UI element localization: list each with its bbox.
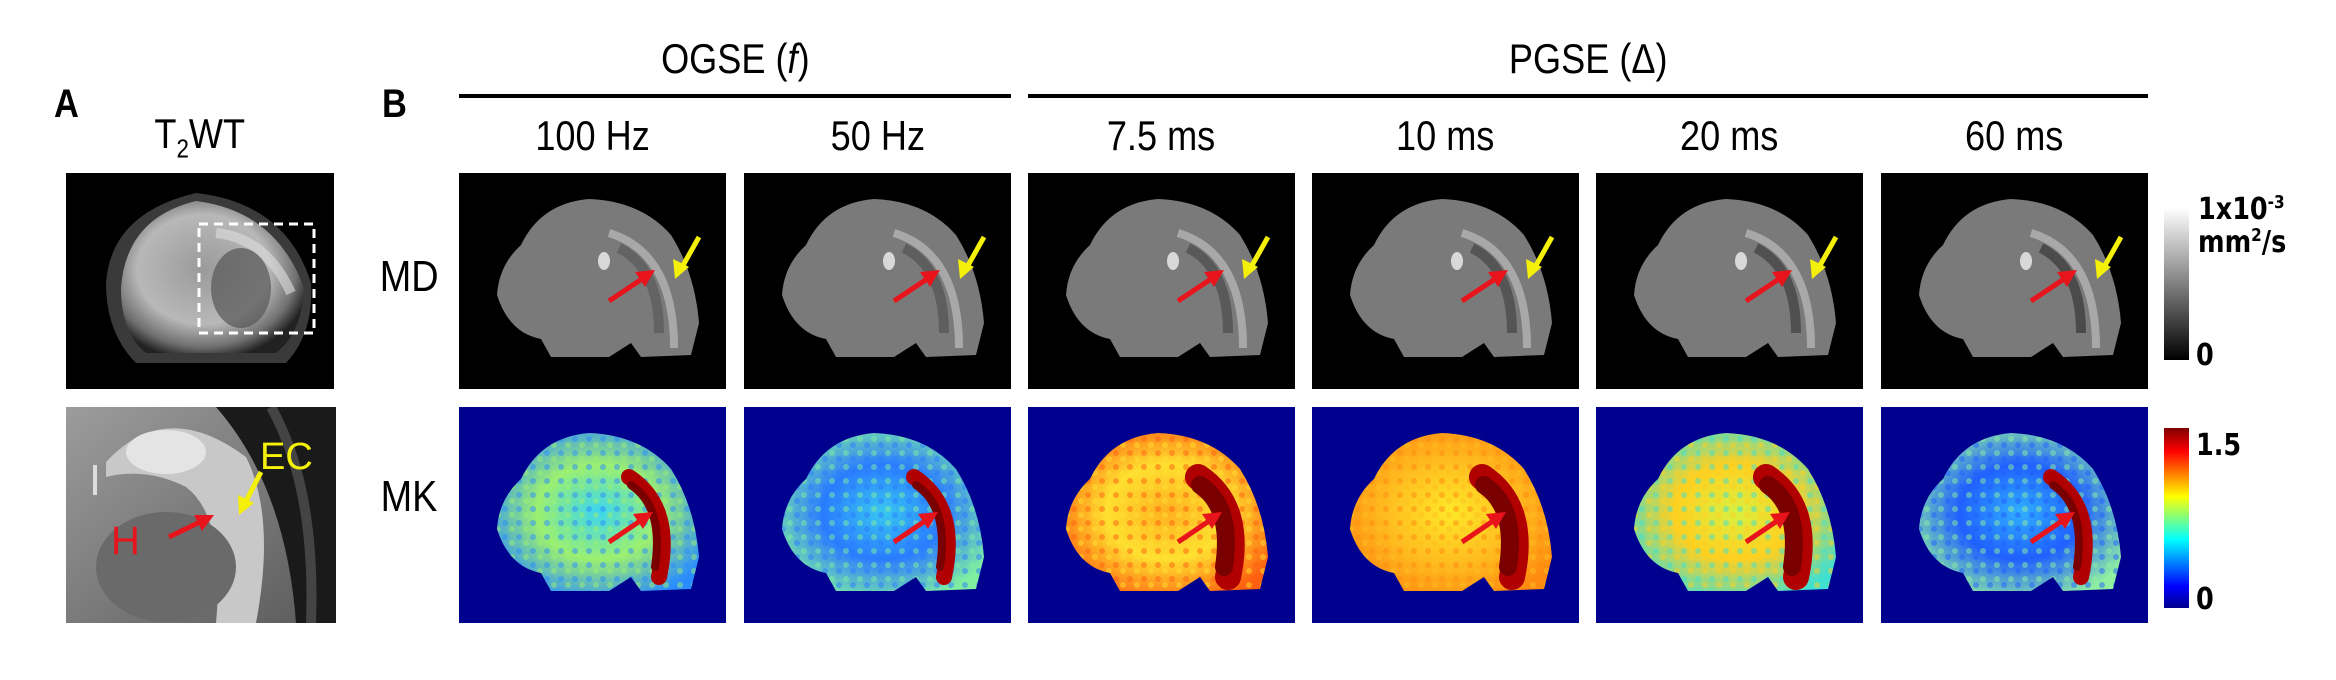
panel-a-title: T2WT bbox=[154, 110, 246, 164]
yellow-arrow bbox=[2095, 235, 2124, 279]
red-arrow bbox=[1176, 270, 1224, 304]
yellow-arrow bbox=[1242, 235, 1271, 279]
red-arrow bbox=[892, 512, 938, 545]
t2wt-zoomed-image: EC H bbox=[66, 407, 336, 623]
red-arrow bbox=[607, 512, 653, 545]
red-arrow bbox=[1460, 512, 1506, 545]
zoom-region-box bbox=[197, 222, 316, 335]
panel-b-label: B bbox=[382, 82, 407, 126]
red-arrow bbox=[2029, 270, 2077, 304]
column-label: 100 Hz bbox=[535, 112, 650, 159]
md-colorbar-unit-label: mm2/s bbox=[2198, 225, 2287, 260]
column-label: 60 ms bbox=[1965, 112, 2064, 159]
yellow-arrow bbox=[673, 235, 702, 279]
md-colorbar-min-label: 0 bbox=[2196, 338, 2214, 373]
mk-map-image bbox=[744, 407, 1011, 623]
red-arrow bbox=[1744, 270, 1792, 304]
group-header-pgse: PGSE (Δ) bbox=[1508, 35, 1668, 82]
red-arrow bbox=[167, 515, 214, 540]
column-label: 50 Hz bbox=[830, 112, 925, 159]
red-arrow bbox=[1744, 512, 1790, 545]
mk-map-image bbox=[1028, 407, 1295, 623]
row-label-md: MD bbox=[379, 252, 439, 301]
t2wt-whole-brain-image bbox=[66, 173, 334, 389]
row-label-mk: MK bbox=[380, 472, 438, 521]
mk-colorbar-max-label: 1.5 bbox=[2196, 428, 2242, 463]
column-label: 7.5 ms bbox=[1107, 112, 1216, 159]
column-label: 10 ms bbox=[1396, 112, 1495, 159]
mk-map-image bbox=[1596, 407, 1863, 623]
md-map-image bbox=[1312, 173, 1579, 389]
md-map-image bbox=[459, 173, 726, 389]
md-map-image bbox=[1028, 173, 1295, 389]
yellow-arrow bbox=[1810, 235, 1839, 279]
group-rule-ogse bbox=[459, 94, 1011, 98]
annotation-h: H bbox=[111, 519, 140, 563]
mk-map-image bbox=[459, 407, 726, 623]
annotation-ec: EC bbox=[260, 436, 313, 478]
mk-colorbar bbox=[2164, 428, 2189, 608]
md-map-image bbox=[1881, 173, 2148, 389]
mk-map-image bbox=[1312, 407, 1579, 623]
column-label: 20 ms bbox=[1680, 112, 1779, 159]
md-colorbar bbox=[2164, 208, 2189, 360]
panel-a-label: A bbox=[54, 82, 79, 126]
red-arrow bbox=[607, 270, 655, 304]
yellow-arrow bbox=[238, 470, 264, 515]
red-arrow bbox=[2029, 512, 2075, 545]
md-map-image bbox=[1596, 173, 1863, 389]
group-header-ogse: OGSE (f) bbox=[660, 35, 810, 82]
mk-colorbar-min-label: 0 bbox=[2196, 582, 2214, 617]
mk-map-image bbox=[1881, 407, 2148, 623]
group-rule-pgse bbox=[1028, 94, 2148, 98]
md-colorbar-max-label: 1x10-3 bbox=[2198, 192, 2285, 227]
yellow-arrow bbox=[958, 235, 987, 279]
red-arrow bbox=[1460, 270, 1508, 304]
red-arrow bbox=[1176, 512, 1222, 545]
md-map-image bbox=[744, 173, 1011, 389]
red-arrow bbox=[892, 270, 940, 304]
yellow-arrow bbox=[1526, 235, 1555, 279]
